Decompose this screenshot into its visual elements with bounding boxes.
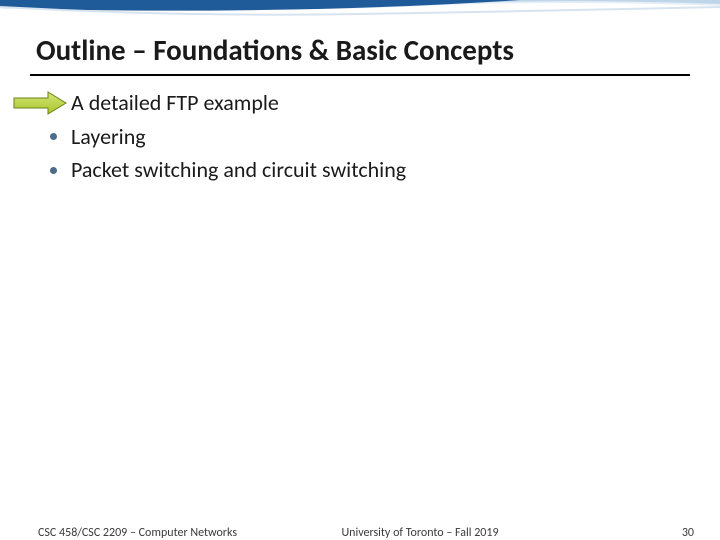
bullet-dot-icon <box>50 167 57 174</box>
bullet-text: A detailed FTP example <box>71 88 279 118</box>
bullet-item: A detailed FTP example <box>50 88 680 118</box>
page-number: 30 <box>682 526 694 540</box>
bullet-text: Packet switching and circuit switching <box>71 155 406 185</box>
bullet-text: Layering <box>71 122 146 152</box>
footer-center: University of Toronto – Fall 2019 <box>0 526 720 540</box>
decorative-top-wave <box>0 0 720 30</box>
pointer-arrow-icon <box>12 90 68 116</box>
title-underline <box>30 74 690 76</box>
bullet-item: Packet switching and circuit switching <box>50 155 680 185</box>
slide-title: Outline – Foundations & Basic Concepts <box>36 32 514 68</box>
content-area: A detailed FTP example Layering Packet s… <box>50 88 680 189</box>
bullet-item: Layering <box>50 122 680 152</box>
bullet-dot-icon <box>50 133 57 140</box>
